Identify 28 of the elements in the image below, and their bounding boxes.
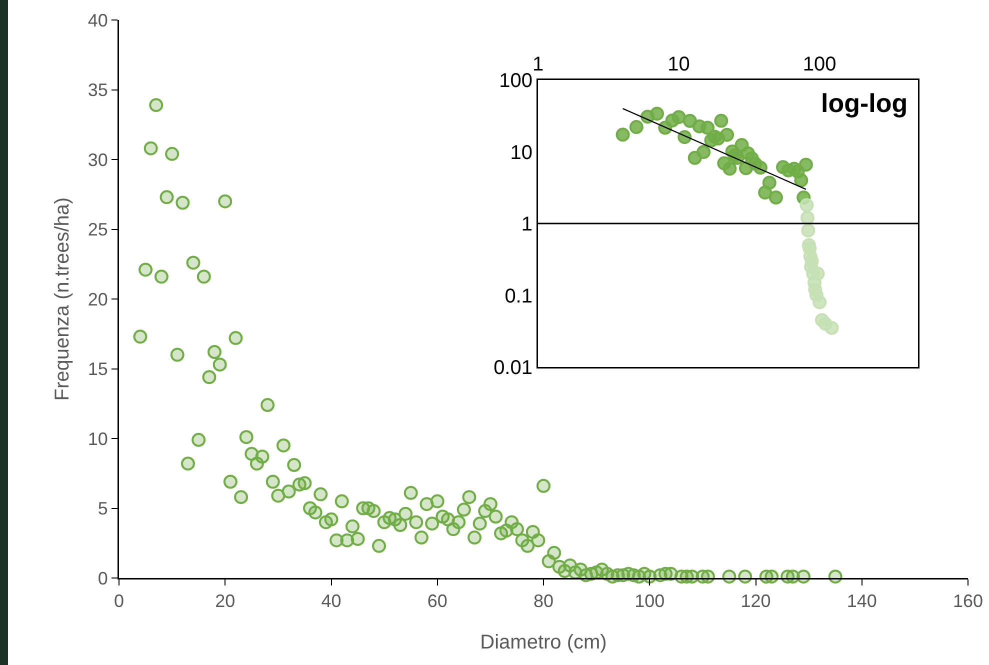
y-tick-label: 10 bbox=[88, 428, 108, 449]
x-tick-label: 0 bbox=[114, 591, 124, 612]
y-tick-label: 100 bbox=[499, 70, 532, 92]
y-tick-label: 5 bbox=[98, 498, 108, 519]
x-tick-label: 60 bbox=[427, 591, 448, 612]
x-tick-label: 100 bbox=[802, 54, 836, 76]
y-tick-label: 15 bbox=[88, 359, 108, 380]
y-axis-title: Frequenza (n.trees/ha) bbox=[52, 197, 74, 401]
y-tick-label: 20 bbox=[88, 289, 108, 310]
x-tick-label: 120 bbox=[740, 591, 771, 612]
x-axis-title: Diametro (cm) bbox=[480, 632, 607, 654]
y-tick-label: 0.1 bbox=[504, 285, 532, 308]
y-tick-label: 35 bbox=[88, 80, 108, 100]
x-tick-label: 140 bbox=[846, 591, 877, 612]
annotation: log-log bbox=[821, 88, 908, 118]
y-tick-label: 10 bbox=[510, 142, 532, 164]
x-tick-label: 80 bbox=[533, 591, 554, 612]
x-tick-label: 100 bbox=[634, 591, 665, 612]
y-tick-label: 1 bbox=[521, 214, 532, 236]
x-tick-label: 40 bbox=[321, 591, 342, 612]
y-tick-label: 40 bbox=[88, 10, 108, 30]
x-tick-label: 160 bbox=[952, 591, 984, 612]
x-tick-label: 10 bbox=[668, 54, 690, 76]
y-tick-label: 25 bbox=[88, 220, 108, 240]
y-tick-label: 0 bbox=[98, 568, 108, 588]
y-tick-label: 0.01 bbox=[494, 357, 532, 379]
x-tick-label: 20 bbox=[215, 591, 236, 612]
y-tick-label: 30 bbox=[88, 150, 108, 170]
